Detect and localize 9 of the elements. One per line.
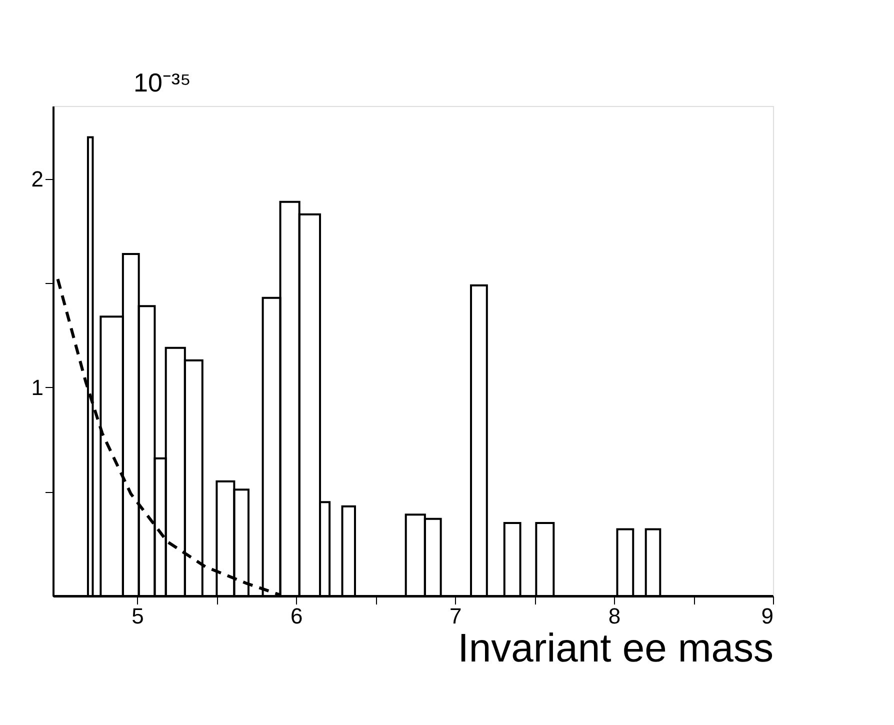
x-tick-label: 8 (608, 604, 621, 628)
y-axis-title: 10⁻³⁵ (134, 68, 191, 98)
x-tick-label: 5 (132, 604, 144, 628)
x-tick-label: 6 (290, 604, 303, 628)
y-tick-label: 1 (31, 374, 44, 400)
x-axis-title: Invariant ee mass (458, 626, 774, 670)
y-tick-label: 2 (31, 166, 44, 192)
x-tick-label: 7 (449, 604, 462, 628)
x-tick-label: 9 (761, 604, 774, 628)
